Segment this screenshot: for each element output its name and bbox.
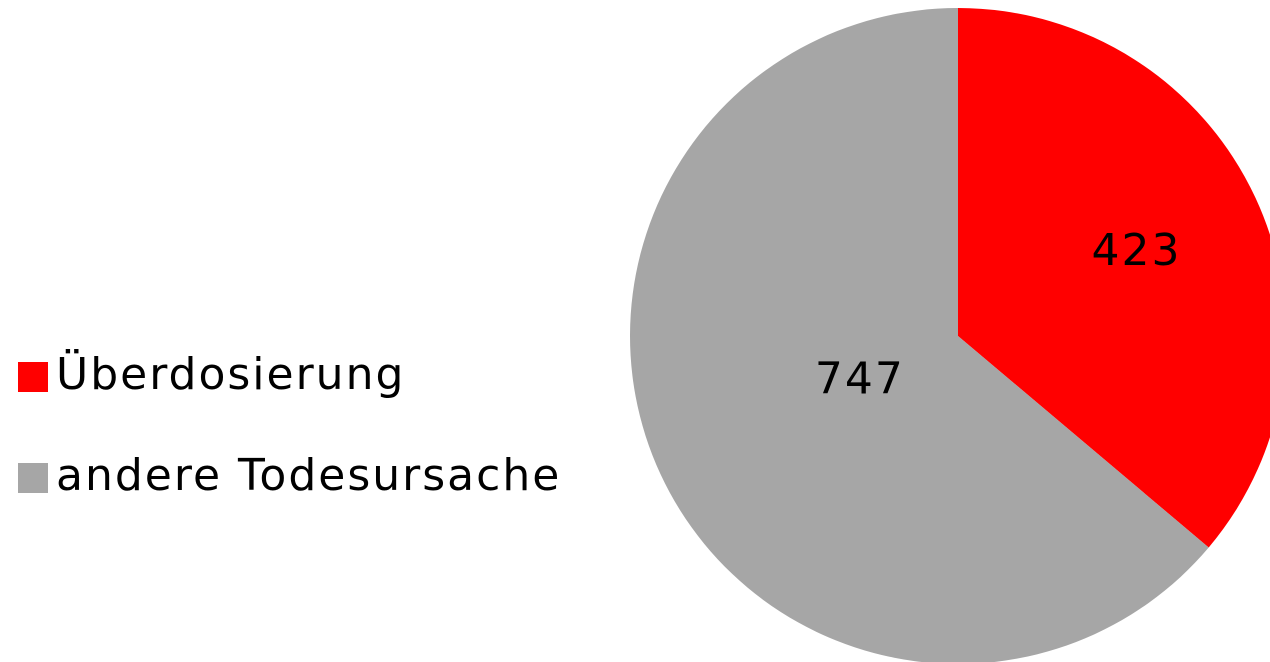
legend-swatch xyxy=(18,463,48,493)
legend-swatch xyxy=(18,362,48,392)
pie-slice xyxy=(958,8,1270,548)
pie-slice xyxy=(630,8,1209,662)
legend-label: andere Todesursache xyxy=(56,450,561,501)
data-label: 423 xyxy=(1091,225,1181,276)
legend-label: Überdosierung xyxy=(56,348,405,400)
data-label: 747 xyxy=(815,354,905,405)
